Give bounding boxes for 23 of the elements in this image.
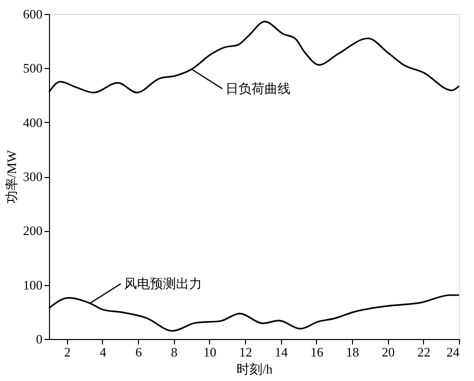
x-tick-label: 10	[203, 344, 216, 360]
x-tick-label: 12	[239, 344, 252, 360]
x-tick-label: 16	[310, 344, 324, 360]
y-tick-label: 400	[23, 114, 42, 130]
x-tick-label: 24	[446, 344, 460, 360]
x-tick-label: 2	[64, 344, 71, 360]
x-tick-label: 20	[382, 344, 395, 360]
x-tick-label: 8	[171, 344, 178, 360]
y-tick-label: 200	[23, 223, 42, 238]
y-tick-label: 100	[23, 277, 42, 292]
x-tick-label: 18	[346, 344, 360, 360]
y-tick-label: 500	[23, 60, 42, 76]
y-tick-label: 0	[36, 332, 42, 346]
annotation: 风电预测出力	[124, 276, 202, 291]
x-tick-label: 22	[417, 344, 430, 360]
y-tick-label: 300	[23, 169, 42, 184]
annotation: 日负荷曲线	[225, 80, 290, 96]
x-tick-label: 14	[274, 344, 288, 360]
x-tick-label: 6	[135, 344, 142, 360]
x-tick-label: 4	[100, 344, 107, 360]
x-axis-title: 时刻/h	[236, 362, 274, 376]
y-axis-title: 功率/MW	[4, 150, 19, 204]
y-tick-label: 600	[23, 6, 42, 22]
